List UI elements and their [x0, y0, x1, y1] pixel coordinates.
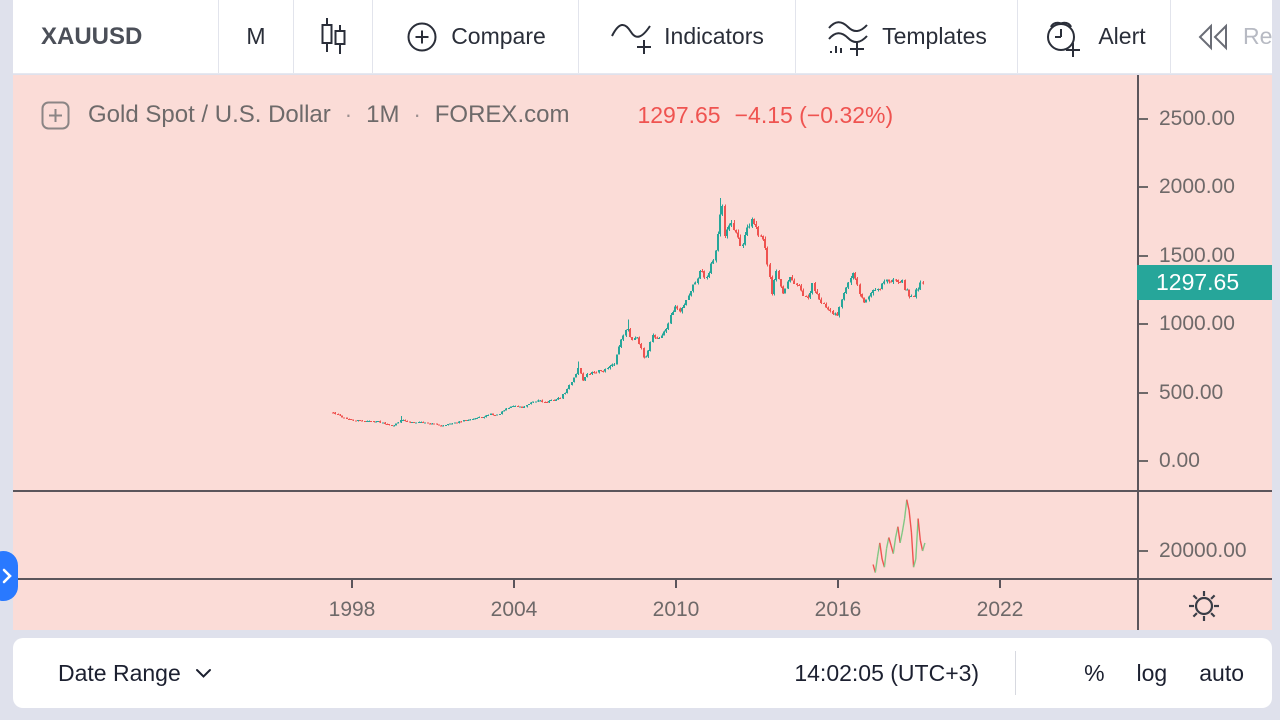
legend-exchange: FOREX.com: [434, 101, 570, 128]
volume-tick-label: 20000.00: [1159, 539, 1247, 562]
price-tick: [1139, 255, 1148, 257]
candlestick-canvas: [332, 198, 926, 573]
indicators-icon: [611, 23, 652, 54]
legend-separator: ·: [344, 102, 353, 127]
legend-separator: ·: [413, 102, 421, 127]
legend-interval: 1M: [366, 101, 400, 128]
time-tick: [675, 580, 677, 588]
time-tick-label: 2010: [652, 598, 700, 621]
price-tick-label: 0.00: [1159, 449, 1200, 472]
pane-divider-volume-time[interactable]: [13, 578, 1272, 580]
time-tick-label: 2022: [976, 598, 1024, 621]
candlestick-icon: [321, 17, 346, 54]
legend-title: Gold Spot / U.S. Dollar: [88, 101, 331, 128]
price-tick-label: 1500.00: [1159, 244, 1235, 267]
pane-divider-price-volume[interactable]: [13, 490, 1272, 492]
gear-icon: [1189, 591, 1219, 621]
replay-button[interactable]: Re: [1170, 0, 1272, 73]
date-range-label: Date Range: [58, 659, 181, 686]
alert-button[interactable]: Alert: [1017, 0, 1170, 73]
chevron-right-icon: [2, 568, 12, 584]
clock-timezone-button[interactable]: 14:02:05 (UTC+3): [794, 659, 980, 686]
templates-icon: [828, 20, 868, 56]
volume-tick: [1139, 550, 1148, 552]
time-tick: [513, 580, 515, 588]
time-tick: [999, 580, 1001, 588]
indicators-button[interactable]: Indicators: [578, 0, 795, 73]
interval-button[interactable]: M: [218, 0, 293, 73]
templates-button[interactable]: Templates: [795, 0, 1017, 73]
price-tick: [1139, 460, 1148, 462]
symbol-button[interactable]: XAUUSD: [13, 0, 218, 73]
add-symbol-button[interactable]: [41, 101, 70, 130]
plus-square-icon: [41, 101, 70, 129]
price-tick: [1139, 118, 1148, 120]
price-scale[interactable]: 2500.00 2000.00 1500.00 1000.00 500.00 0…: [1139, 75, 1272, 578]
price-tick-label: 1000.00: [1159, 312, 1235, 335]
plus-circle-icon: [407, 22, 437, 51]
chevron-down-icon: [195, 668, 211, 678]
price-tick-label: 2500.00: [1159, 107, 1235, 130]
bottom-toolbar: Date Range 14:02:05 (UTC+3) % log auto: [13, 638, 1272, 708]
time-scale[interactable]: 1998 2004 2010 2016 2022: [13, 580, 1272, 630]
pane-collapse-handle[interactable]: [0, 551, 18, 601]
alert-label: Alert: [1098, 23, 1146, 49]
time-tick: [837, 580, 839, 588]
time-tick-label: 2004: [490, 598, 538, 621]
legend-price-group: 1297.65 −4.15 (−0.32%): [637, 102, 893, 129]
rewind-icon: [1198, 23, 1227, 50]
price-tick: [1139, 186, 1148, 188]
current-price-badge: 1297.65: [1137, 265, 1272, 300]
top-toolbar: XAUUSD M Compare Indicators Templates: [13, 0, 1272, 74]
templates-label: Templates: [882, 23, 987, 49]
log-scale-button[interactable]: log: [1136, 659, 1168, 686]
price-change-value: −4.15 (−0.32%): [734, 101, 894, 128]
divider: [1015, 651, 1017, 695]
price-tick: [1139, 392, 1148, 394]
chart-style-button[interactable]: [293, 0, 372, 73]
percent-scale-button[interactable]: %: [1084, 659, 1105, 686]
price-tick-label: 2000.00: [1159, 175, 1235, 198]
price-tick: [1139, 323, 1148, 325]
time-tick: [351, 580, 353, 588]
price-axis-border: [1137, 75, 1139, 630]
date-range-button[interactable]: Date Range: [58, 660, 212, 687]
indicators-label: Indicators: [664, 23, 764, 49]
compare-label: Compare: [451, 23, 546, 49]
price-tick-label: 500.00: [1159, 381, 1224, 404]
time-tick-label: 1998: [328, 598, 376, 621]
timescale-settings-button[interactable]: [1185, 587, 1223, 625]
chart-area[interactable]: Gold Spot / U.S. Dollar · 1M · FOREX.com…: [13, 75, 1272, 630]
time-tick-label: 2016: [814, 598, 862, 621]
chart-legend: Gold Spot / U.S. Dollar · 1M · FOREX.com…: [41, 99, 893, 131]
replay-label: Re: [1243, 23, 1272, 49]
auto-scale-button[interactable]: auto: [1199, 659, 1244, 686]
alarm-clock-icon: [1047, 21, 1081, 57]
compare-button[interactable]: Compare: [372, 0, 578, 73]
last-price-value: 1297.65: [637, 101, 721, 128]
